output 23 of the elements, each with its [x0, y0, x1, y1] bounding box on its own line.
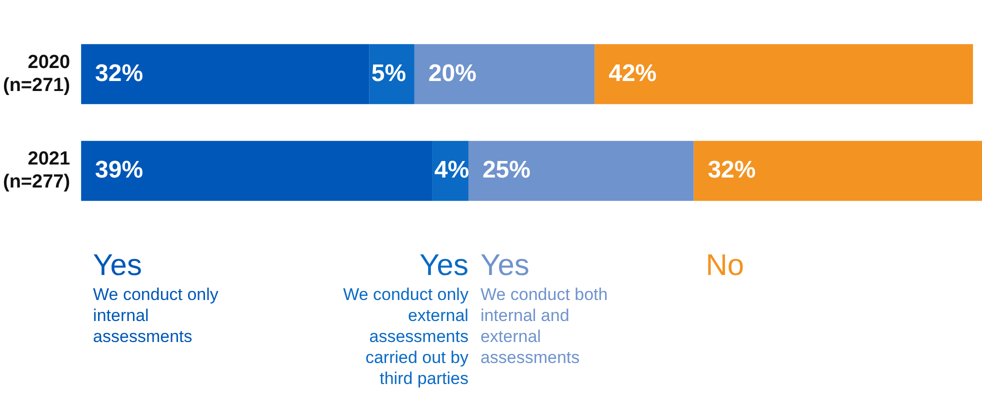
text: We conduct only external assessments carried out by third parties	[342, 284, 468, 389]
bar	[694, 140, 982, 201]
bar	[81, 44, 370, 104]
bar	[81, 140, 432, 201]
data-label: 39%	[95, 156, 144, 184]
data-label: 4%	[434, 156, 470, 184]
data-label: 32%	[95, 60, 144, 87]
bar	[594, 44, 973, 104]
series-label: Yes	[418, 248, 468, 284]
y-tick-label: 2021 (n=277)	[2, 148, 70, 192]
series-label: Yes	[480, 248, 530, 284]
bar	[414, 44, 595, 104]
data-label: 32%	[708, 156, 756, 184]
text: We conduct both internal and external assessments	[480, 284, 609, 368]
data-label: 20%	[428, 60, 476, 87]
series-label: Yes	[93, 248, 143, 284]
y-tick-label: 2020 (n=271)	[2, 52, 70, 96]
bar	[468, 140, 694, 201]
text: We conduct only internal assessments	[93, 284, 220, 347]
data-label: 25%	[482, 156, 531, 184]
series-label: No	[706, 248, 746, 284]
data-label: 5%	[371, 60, 406, 87]
data-label: 42%	[608, 60, 657, 87]
